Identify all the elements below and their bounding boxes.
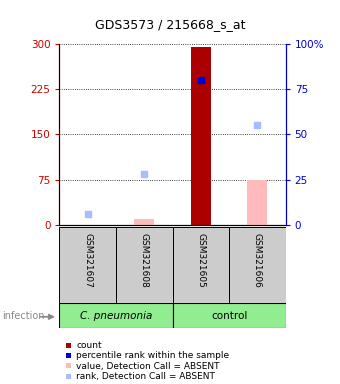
Bar	[191, 47, 211, 225]
Point	[255, 122, 260, 128]
Bar	[116, 227, 173, 303]
Bar	[59, 303, 173, 328]
Text: control: control	[211, 311, 247, 321]
Bar	[248, 180, 267, 225]
Bar	[59, 227, 116, 303]
Text: GSM321605: GSM321605	[196, 233, 205, 288]
Bar	[172, 227, 229, 303]
Text: C. pneumonia: C. pneumonia	[80, 311, 152, 321]
Text: count: count	[76, 341, 102, 350]
Text: value, Detection Call = ABSENT: value, Detection Call = ABSENT	[76, 362, 220, 371]
Point	[198, 77, 204, 83]
Text: infection: infection	[2, 311, 44, 321]
Text: GSM321608: GSM321608	[140, 233, 149, 288]
Bar	[229, 227, 286, 303]
Point	[85, 211, 90, 217]
Text: GSM321607: GSM321607	[83, 233, 92, 288]
Text: GSM321606: GSM321606	[253, 233, 262, 288]
Text: GDS3573 / 215668_s_at: GDS3573 / 215668_s_at	[95, 18, 245, 31]
Bar	[134, 218, 154, 225]
Text: rank, Detection Call = ABSENT: rank, Detection Call = ABSENT	[76, 372, 215, 381]
Text: percentile rank within the sample: percentile rank within the sample	[76, 351, 229, 360]
Point	[141, 171, 147, 177]
Bar	[172, 303, 286, 328]
